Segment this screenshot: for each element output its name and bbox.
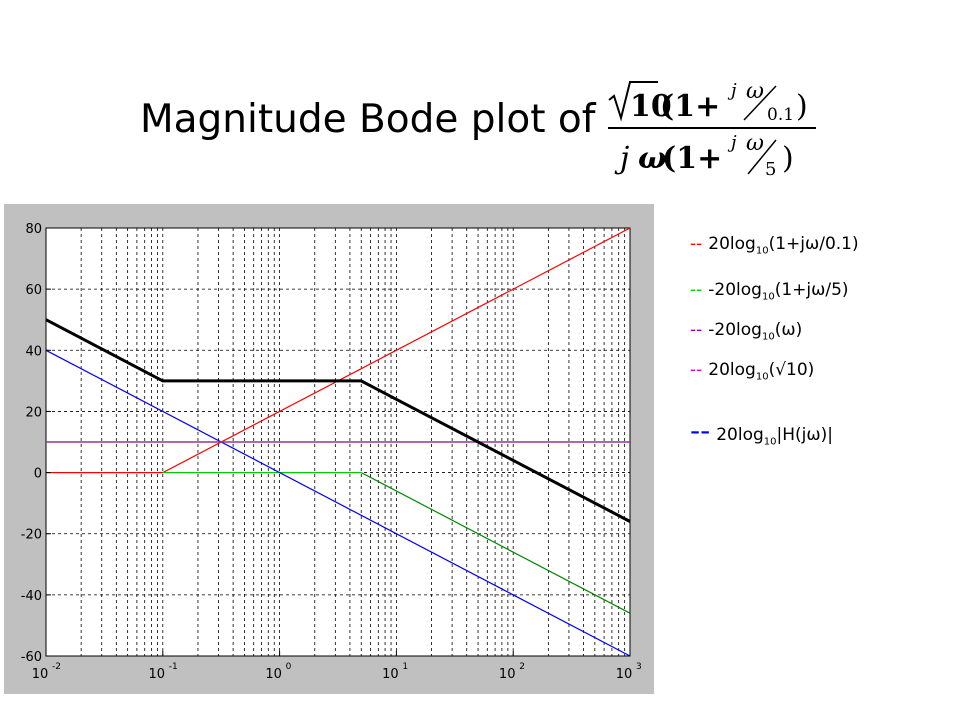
pole-corner: 5	[765, 159, 776, 180]
y-tick-label: 0	[34, 467, 42, 482]
x-tick-exponent: 1	[402, 662, 408, 672]
denominator-j: j	[614, 141, 629, 176]
x-tick-exponent: 3	[636, 662, 642, 672]
sqrt-radical	[608, 81, 658, 122]
x-tick-label: 10	[149, 667, 166, 682]
y-tick-label: 40	[25, 344, 42, 359]
numerator-close: )	[796, 89, 808, 124]
sqrt-argument: 10	[630, 89, 672, 124]
legend-item: -- 20log10(1+jω/0.1)	[690, 234, 859, 256]
series-line	[45, 349, 631, 657]
x-tick-label: 10	[616, 667, 633, 682]
legend-label: -20log10(1+jω/5)	[708, 280, 849, 303]
legend-label: -20log10(ω)	[708, 320, 803, 343]
denominator-close: )	[782, 141, 794, 176]
legend-label: 20log10(√10)	[708, 360, 815, 383]
denominator-omega: ω	[638, 141, 667, 176]
x-tick-exponent: -1	[169, 662, 178, 672]
zero-corner: 0.1	[767, 105, 794, 125]
y-tick-label: -20	[21, 528, 42, 543]
legend-dash: --	[690, 414, 711, 447]
series-line	[45, 318, 631, 523]
legend-item: -- -20log10(1+jω/5)	[690, 280, 849, 302]
x-tick-exponent: 0	[286, 662, 292, 672]
x-tick-exponent: 2	[519, 662, 525, 672]
x-tick-label: 10	[32, 667, 49, 682]
legend-dash: --	[690, 360, 703, 380]
series-line	[360, 472, 631, 614]
numerator-j: j	[727, 80, 737, 101]
x-tick-label: 10	[382, 667, 399, 682]
legend-dash: --	[690, 320, 703, 340]
numerator-slash	[743, 85, 777, 121]
y-tick-label: 60	[25, 283, 42, 298]
legend-item: -- 20log10(√10)	[690, 360, 814, 382]
legend-label: 20log10|H(jω)|	[716, 425, 833, 448]
legend-dash: --	[690, 280, 703, 300]
numerator-open: (1+	[660, 89, 720, 124]
y-tick-label: -60	[21, 650, 42, 665]
transfer-function-formula: 10 (1+ j ω 0.1 ) j ω (1+ j ω 5 )	[608, 79, 816, 180]
denominator-omega2: ω	[746, 131, 764, 156]
legend-dash: --	[690, 234, 703, 254]
x-tick-exponent: -2	[52, 662, 61, 672]
denominator-open: (1+	[662, 141, 722, 176]
denominator-slash	[747, 139, 777, 175]
x-tick-label: 10	[265, 667, 282, 682]
numerator-omega: ω	[746, 79, 764, 104]
y-tick-label: 80	[25, 222, 42, 237]
x-tick-label: 10	[499, 667, 516, 682]
denominator-j2: j	[727, 132, 737, 153]
y-tick-label: -40	[21, 589, 42, 604]
y-tick-label: 20	[25, 405, 42, 420]
legend-label: 20log10(1+jω/0.1)	[708, 234, 859, 257]
slide-title: Magnitude Bode plot of	[140, 97, 596, 142]
legend-item: -- 20log10|H(jω)|	[690, 414, 833, 447]
legend-item: -- -20log10(ω)	[690, 320, 802, 342]
